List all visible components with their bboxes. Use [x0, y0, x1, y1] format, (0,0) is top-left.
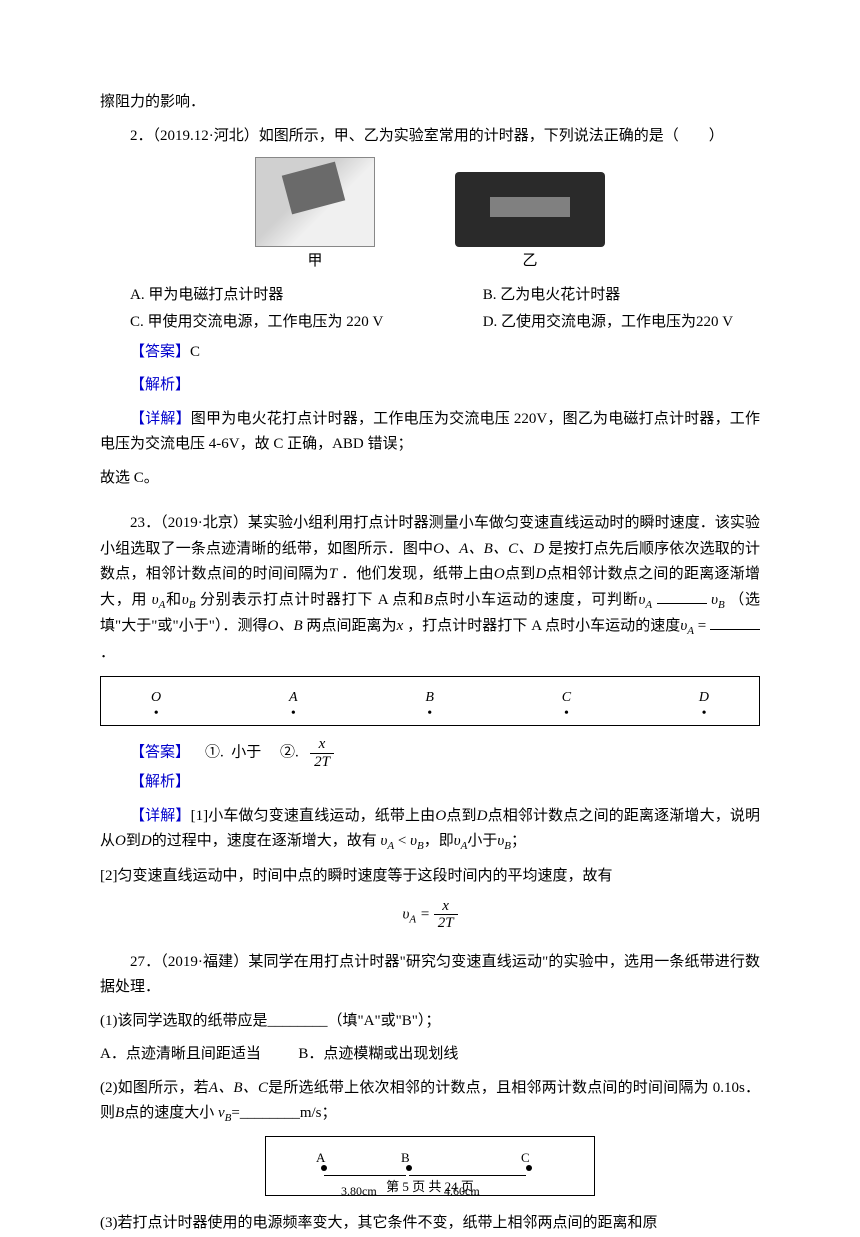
- q2-jiexi-label: 【解析】: [100, 373, 760, 399]
- q23-stem: 23．（2019·北京）某实验小组利用打点计时器测量小车做匀变速直线运动时的瞬时…: [100, 511, 760, 666]
- q2-answer: 【答案】C: [100, 340, 760, 366]
- tape-pt-B: B: [425, 686, 434, 717]
- q27-p3: (3)若打点计时器使用的电源频率变大，其它条件不变，纸带上相邻两点间的距离和原: [100, 1211, 760, 1237]
- q2-stem: 2．（2019.12·河北）如图所示，甲、乙为实验室常用的计时器，下列说法正确的…: [100, 124, 760, 150]
- q23-detail1: 【详解】[1]小车做匀变速直线运动，纸带上由O点到D点相邻计数点之间的距离逐渐增…: [100, 804, 760, 856]
- q2-optD: D. 乙使用交流电源，工作电压为220 V: [483, 310, 760, 336]
- q2-images: 甲 乙: [100, 157, 760, 275]
- tape-pt-C: C: [562, 686, 571, 717]
- img-yi-box: 乙: [455, 172, 605, 275]
- q2-optA: A. 甲为电磁打点计时器: [130, 283, 463, 309]
- detail-label: 【详解】: [130, 411, 191, 427]
- answer-label: 【答案】: [130, 344, 190, 360]
- blank-1: [657, 589, 707, 604]
- q2-optC: C. 甲使用交流电源，工作电压为 220 V: [130, 310, 463, 336]
- frac-x-2T: x 2T: [310, 736, 334, 770]
- answer-value: C: [190, 344, 200, 360]
- q2-optB: B. 乙为电火花计时器: [483, 283, 760, 309]
- q23-jiexi-label: 【解析】: [100, 770, 760, 796]
- tape-pt-A: A: [289, 686, 298, 717]
- q27-p1-opts: A．点迹清晰且间距适当 B．点迹模糊或出现划线: [100, 1042, 760, 1068]
- img-yi-label: 乙: [455, 249, 605, 275]
- detail-text: 图甲为电火花打点计时器，工作电压为交流电压 220V，图乙为电磁打点计时器，工作…: [100, 411, 760, 453]
- answer-label: 【答案】: [130, 745, 190, 761]
- img-jia-label: 甲: [255, 249, 375, 275]
- q2-options: A. 甲为电磁打点计时器 B. 乙为电火花计时器 C. 甲使用交流电源，工作电压…: [130, 283, 760, 336]
- page-footer: 第 5 页 共 24 页: [0, 1176, 860, 1198]
- q27-stem: 27．（2019·福建）某同学在用打点计时器"研究匀变速直线运动"的实验中，选用…: [100, 950, 760, 1001]
- timer-jia-image: [255, 157, 375, 247]
- detail-label: 【详解】: [130, 808, 191, 824]
- q27-p1: (1)该同学选取的纸带应是________（填"A"或"B"）；: [100, 1009, 760, 1035]
- q23-tape: O A B C D: [100, 676, 760, 726]
- tape-pt-D: D: [699, 686, 709, 717]
- q2-detail: 【详解】图甲为电火花打点计时器，工作电压为交流电压 220V，图乙为电磁打点计时…: [100, 407, 760, 458]
- q23-answer: 【答案】 ①. 小于 ②. x 2T: [130, 736, 760, 770]
- blank-2: [710, 615, 760, 630]
- tape-pt-O: O: [151, 686, 161, 717]
- q23-formula: υA = x 2T: [100, 898, 760, 932]
- q2-conclusion: 故选 C。: [100, 466, 760, 492]
- q23-detail2: [2]匀变速直线运动中，时间中点的瞬时速度等于这段时间内的平均速度，故有: [100, 864, 760, 890]
- img-jia-box: 甲: [255, 157, 375, 275]
- continued-text: 擦阻力的影响．: [100, 90, 760, 116]
- q27-p2: (2)如图所示，若A、B、C是所选纸带上依次相邻的计数点，且相邻两计数点间的时间…: [100, 1076, 760, 1128]
- timer-yi-image: [455, 172, 605, 247]
